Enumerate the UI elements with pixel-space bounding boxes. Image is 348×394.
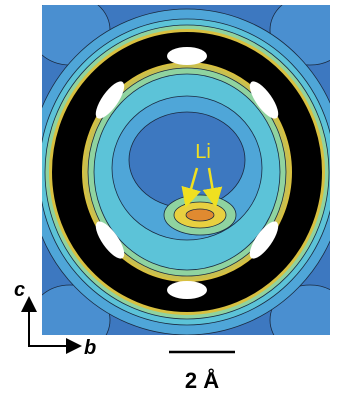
page: Li c b 2 Å (() => { const data = JSON.pa… [0,0,348,394]
scale-label: 2 Å [185,367,219,393]
atom-label: Li [195,141,211,163]
contour [186,209,214,221]
axis-label: b [84,337,96,359]
blob [167,281,207,299]
axis-label: c [14,279,25,301]
blob [167,47,207,65]
contour [129,112,245,208]
density-map [29,0,348,355]
figure: Li c b 2 Å [0,0,348,394]
